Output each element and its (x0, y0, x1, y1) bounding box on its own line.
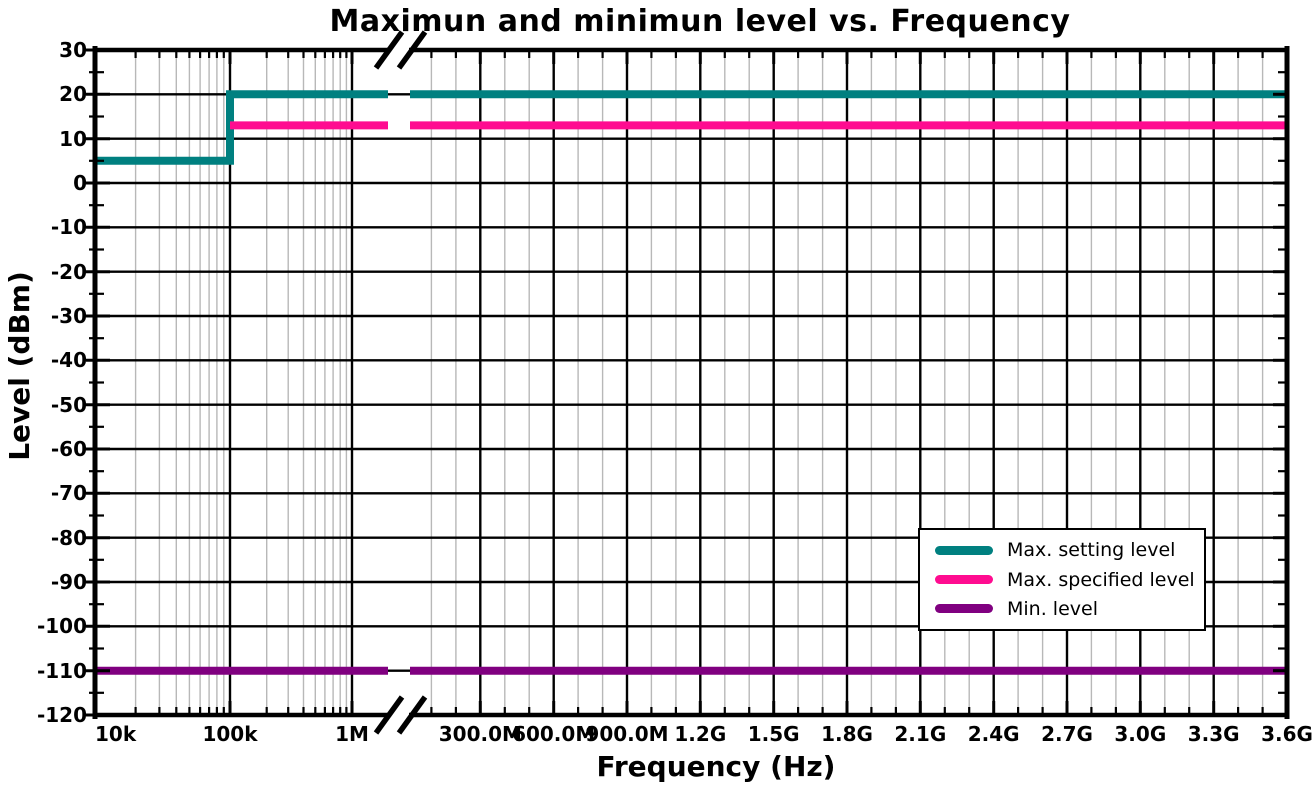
x-tick-label: 1.8G (821, 722, 873, 746)
y-tick-label: -60 (50, 437, 87, 461)
x-tick-label: 2.1G (894, 722, 947, 746)
y-tick-label: -30 (50, 304, 87, 328)
legend-line-swatch (935, 604, 993, 614)
legend-label: Max. specified level (1007, 568, 1195, 591)
y-tick-label: 0 (73, 171, 87, 195)
x-tick-label: 3.0G (1114, 722, 1167, 746)
y-tick-label: -80 (50, 525, 87, 550)
x-tick-label: 2.4G (967, 722, 1020, 746)
legend-line-swatch (935, 545, 993, 555)
legend-label: Max. setting level (1007, 539, 1176, 562)
legend-item: Min. level (935, 598, 1204, 620)
y-tick-label: -70 (50, 481, 87, 506)
x-tick-label: 2.7G (1041, 722, 1093, 746)
legend-line-swatch (935, 575, 993, 584)
legend-label: Min. level (1007, 597, 1098, 620)
legend: Max. setting level Max. specified level Mi… (918, 528, 1206, 631)
x-tick-label: 100k (202, 722, 258, 746)
y-tick-label: -110 (36, 658, 87, 683)
chart-title: Maximun and minimun level vs. Frequency (329, 4, 1071, 39)
y-tick-label: 30 (59, 38, 87, 62)
axis-break-marks (373, 30, 428, 735)
x-tick-label: 3.6G (1261, 722, 1313, 746)
x-tick-label: 3.3G (1187, 722, 1240, 746)
axis-frame (92, 46, 1290, 719)
x-axis-title: Frequency (Hz) (596, 750, 836, 783)
y-tick-label: 10 (59, 126, 87, 151)
y-tick-label: -50 (50, 392, 87, 417)
y-tick-label: -90 (50, 570, 87, 594)
legend-item: Max. setting level (935, 539, 1204, 561)
series-lines (95, 90, 1287, 675)
x-tick-label: 1.2G (674, 722, 727, 746)
x-tick-label: 300.0M (438, 722, 522, 746)
y-tick-label: -40 (50, 348, 87, 373)
legend-item: Max. specified level (935, 569, 1204, 591)
x-tick-label: 600.0M (512, 722, 596, 746)
x-tick-label: 900.0M (585, 722, 669, 746)
x-tick-label: 1.5G (747, 722, 800, 746)
x-tick-label: 10k (95, 722, 137, 746)
x-tick-label: 1M (335, 722, 369, 746)
y-tick-label: -100 (36, 614, 87, 639)
tick-marks (86, 48, 1289, 717)
y-tick-label: -20 (50, 259, 87, 284)
y-tick-label: -10 (50, 215, 87, 240)
y-tick-label: -120 (36, 703, 87, 727)
y-tick-label: 20 (59, 82, 87, 107)
